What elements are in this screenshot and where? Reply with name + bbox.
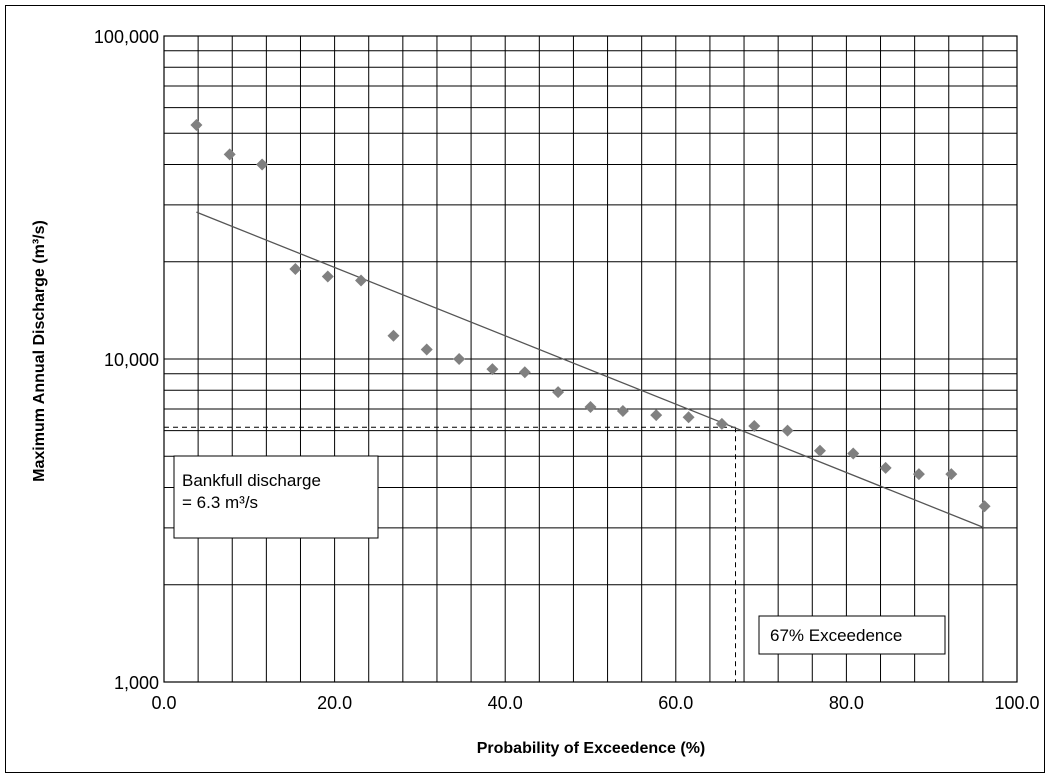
data-point bbox=[978, 500, 991, 513]
data-point bbox=[715, 417, 728, 430]
data-point bbox=[223, 148, 236, 161]
data-point bbox=[453, 353, 466, 365]
data-point bbox=[813, 444, 826, 457]
data-point bbox=[616, 405, 629, 418]
tick-labels: 0.0 20.0 40.0 60.0 80.0 100.0 1,000 10,000 100,0… bbox=[94, 27, 1040, 713]
reference-lines bbox=[164, 426, 737, 682]
data-point bbox=[584, 401, 597, 414]
data-point bbox=[552, 386, 565, 399]
data-point bbox=[650, 409, 663, 422]
plot-area-border bbox=[163, 35, 1018, 683]
data-point bbox=[256, 158, 269, 171]
x-tick-label: 80.0 bbox=[829, 693, 864, 713]
y-tick-label: 10,000 bbox=[104, 350, 159, 370]
data-point bbox=[518, 366, 531, 379]
data-point bbox=[387, 329, 400, 342]
trendline-segment bbox=[196, 211, 985, 529]
chart: 0.0 20.0 40.0 60.0 80.0 100.0 1,000 10,000 100,0… bbox=[31, 27, 1040, 757]
exceedence-annotation-text: 67% Exceedence bbox=[770, 626, 902, 645]
y-axis-title: Maximum Annual Discharge (m³/s) bbox=[31, 220, 48, 482]
x-axis-title: Probability of Exceedence (%) bbox=[477, 740, 706, 757]
x-tick-label: 0.0 bbox=[151, 693, 176, 713]
data-point bbox=[847, 447, 860, 460]
bankfull-annotation: Bankfull discharge = 6.3 m³/s bbox=[173, 455, 379, 539]
data-point bbox=[420, 343, 433, 356]
data-point bbox=[486, 363, 499, 376]
x-tick-label: 60.0 bbox=[658, 693, 693, 713]
data-point bbox=[748, 420, 761, 433]
data-point bbox=[682, 411, 695, 424]
x-tick-label: 20.0 bbox=[317, 693, 352, 713]
chart-frame: 0.0 20.0 40.0 60.0 80.0 100.0 1,000 10,000 100,0… bbox=[5, 5, 1045, 773]
y-tick-label: 1,000 bbox=[114, 673, 159, 693]
x-tick-label: 100.0 bbox=[994, 693, 1039, 713]
data-point bbox=[781, 424, 794, 437]
grid bbox=[163, 35, 1018, 683]
data-point bbox=[912, 468, 925, 481]
y-tick-label: 100,000 bbox=[94, 27, 159, 47]
data-point bbox=[945, 468, 958, 481]
exceedence-annotation: 67% Exceedence bbox=[758, 615, 946, 655]
data-point bbox=[190, 119, 203, 132]
x-tick-label: 40.0 bbox=[488, 693, 523, 713]
bankfull-annotation-line2: = 6.3 m³/s bbox=[182, 493, 258, 512]
bankfull-annotation-box bbox=[173, 455, 379, 539]
trendline bbox=[196, 211, 985, 529]
data-point bbox=[355, 274, 368, 287]
bankfull-annotation-line1: Bankfull discharge bbox=[182, 471, 321, 490]
data-point bbox=[321, 270, 334, 283]
data-point bbox=[879, 461, 892, 474]
exceedence-annotation-box bbox=[758, 615, 946, 655]
data-points bbox=[190, 119, 991, 513]
data-point bbox=[289, 262, 302, 275]
